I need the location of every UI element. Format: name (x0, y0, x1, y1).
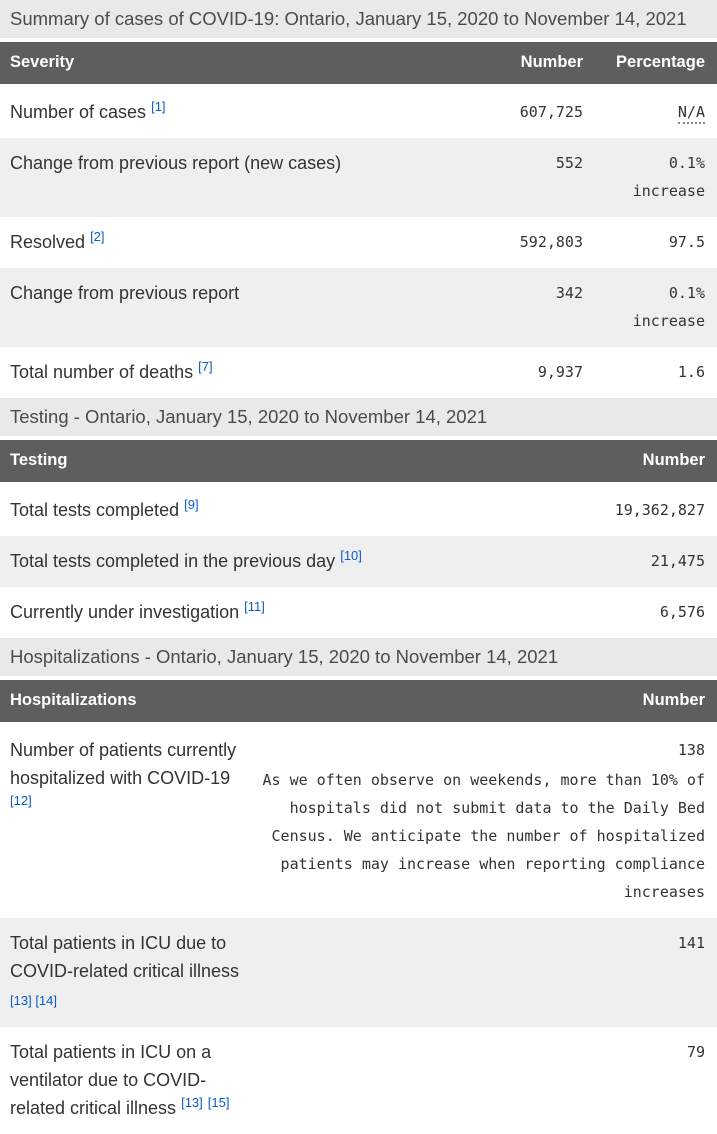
column-header-number: Number (467, 440, 717, 485)
column-header-percentage: Percentage (595, 42, 717, 87)
row-label: Total tests completed in the previous da… (10, 551, 336, 571)
number-cell: 141 (250, 918, 717, 1027)
row-label: Total number of deaths (10, 362, 194, 382)
row-label: Number of cases (10, 102, 147, 122)
footnote-link[interactable]: [15] (207, 1095, 230, 1110)
number-cell: 79 (686, 1043, 705, 1061)
cases-table-caption: Summary of cases of COVID-19: Ontario, J… (0, 0, 717, 42)
row-label: Change from previous report (10, 283, 240, 303)
column-header-severity: Severity (0, 42, 445, 87)
footnote-link[interactable]: [2] (90, 229, 105, 244)
table-row-tests-previous-day: Total tests completed in the previous da… (0, 536, 717, 587)
hospitalizations-section: Hospitalizations - Ontario, January 15, … (0, 638, 717, 1134)
hospitalizations-table-caption: Hospitalizations - Ontario, January 15, … (0, 638, 717, 680)
footnote-link[interactable]: [13] (10, 993, 32, 1008)
testing-section: Testing - Ontario, January 15, 2020 to N… (0, 398, 717, 638)
table-row-total-deaths: Total number of deaths [7] 9,937 1.6 (0, 347, 717, 398)
row-label: Change from previous report (new cases) (10, 153, 342, 173)
table-row-icu-ventilator: Total patients in ICU on a ventilator du… (0, 1027, 717, 1134)
footnote-link[interactable]: [1] (151, 99, 166, 114)
number-cell: 9,937 (537, 363, 583, 381)
column-header-number: Number (250, 680, 717, 725)
row-label: Total tests completed (10, 500, 180, 520)
table-row-currently-hospitalized: Number of patients currently hospitalize… (0, 724, 717, 919)
footnote-link[interactable]: [7] (198, 359, 213, 374)
number-cell: 6,576 (659, 603, 705, 621)
row-label: Currently under investigation (10, 602, 240, 622)
footnote-link[interactable]: [12] (10, 793, 32, 808)
testing-table: Testing Number Total tests completed [9]… (0, 440, 717, 638)
not-applicable-abbr: N/A (677, 103, 705, 124)
row-label: Total patients in ICU due to COVID-relat… (10, 933, 240, 981)
percentage-cell: 1.6 (677, 363, 705, 381)
percentage-cell: 0.1% increase (595, 268, 717, 347)
table-row-change-new-cases: Change from previous report (new cases) … (0, 138, 717, 217)
percentage-cell: 97.5 (668, 233, 705, 251)
table-row-change-previous-report: Change from previous report 342 0.1% inc… (0, 268, 717, 347)
cases-summary-table: Severity Number Percentage Number of cas… (0, 42, 717, 398)
percentage-cell: 0.1% increase (595, 138, 717, 217)
footnote-link[interactable]: [13] (181, 1095, 203, 1110)
cases-summary-section: Summary of cases of COVID-19: Ontario, J… (0, 0, 717, 398)
number-cell: 19,362,827 (614, 501, 705, 519)
number-cell: 552 (445, 138, 595, 217)
table-row-resolved: Resolved [2] 592,803 97.5 (0, 217, 717, 268)
footnote-link[interactable]: [11] (244, 599, 265, 614)
cases-header-row: Severity Number Percentage (0, 42, 717, 87)
column-header-testing: Testing (0, 440, 467, 485)
table-row-number-of-cases: Number of cases [1] 607,725 N/A (0, 86, 717, 139)
footnote-link[interactable]: [14] (35, 993, 57, 1008)
footnote-link[interactable]: [9] (184, 497, 199, 512)
reporting-compliance-note: As we often observe on weekends, more th… (262, 771, 705, 901)
number-cell: 607,725 (519, 103, 583, 121)
table-row-under-investigation: Currently under investigation [11] 6,576 (0, 587, 717, 638)
table-row-icu-patients: Total patients in ICU due to COVID-relat… (0, 918, 717, 1027)
hospitalizations-header-row: Hospitalizations Number (0, 680, 717, 725)
column-header-number: Number (445, 42, 595, 87)
testing-table-caption: Testing - Ontario, January 15, 2020 to N… (0, 398, 717, 440)
column-header-hospitalizations: Hospitalizations (0, 680, 250, 725)
row-label: Resolved (10, 232, 86, 252)
table-row-total-tests: Total tests completed [9] 19,362,827 (0, 484, 717, 537)
row-label: Number of patients currently hospitalize… (10, 740, 237, 788)
number-cell: 342 (445, 268, 595, 347)
footnote-link[interactable]: [10] (340, 548, 362, 563)
number-cell: 138 (677, 741, 705, 759)
number-cell: 21,475 (467, 536, 717, 587)
hospitalizations-table: Hospitalizations Number Number of patien… (0, 680, 717, 1134)
number-cell: 592,803 (519, 233, 583, 251)
testing-header-row: Testing Number (0, 440, 717, 485)
